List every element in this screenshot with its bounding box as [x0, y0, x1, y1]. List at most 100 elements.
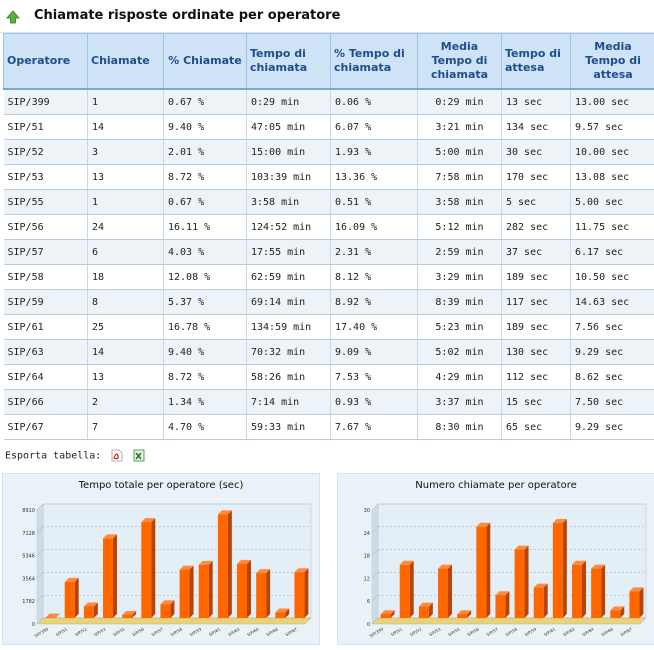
column-header[interactable]: Tempo di chiamata	[246, 33, 331, 90]
bar-side	[505, 591, 510, 618]
table-cell: 13	[87, 364, 164, 390]
x-tick-label: SIP/55	[112, 626, 126, 637]
table-cell: 9.09 %	[330, 339, 418, 365]
x-tick-label: SIP/64	[581, 626, 595, 637]
section-title: Chiamate risposte ordinate per operatore	[34, 8, 341, 23]
bar-side	[246, 559, 251, 618]
table-cell: 7	[87, 414, 164, 440]
table-cell: 130 sec	[501, 339, 571, 365]
table-cell: 0:29 min	[246, 89, 331, 115]
x-tick-label: SIP/55	[447, 626, 461, 637]
table-cell: 9.57 sec	[570, 114, 654, 140]
table-cell: SIP/63	[3, 339, 88, 365]
table-cell: SIP/56	[3, 214, 88, 240]
table-cell: 2.01 %	[163, 139, 247, 165]
table-cell: 13.00 sec	[570, 89, 654, 115]
bar-top	[418, 602, 433, 607]
table-cell: 17.40 %	[330, 314, 418, 340]
table-cell: 124:52 min	[246, 214, 331, 240]
y-tick-label: 0	[367, 622, 370, 628]
table-cell: 13	[87, 164, 164, 190]
x-tick-label: SIP/63	[562, 626, 576, 637]
column-header[interactable]: Operatore	[3, 33, 88, 90]
table-cell: 6.17 sec	[570, 239, 654, 265]
table-cell: 5 sec	[501, 189, 571, 215]
bar-side	[447, 564, 452, 618]
table-cell: SIP/53	[3, 164, 88, 190]
bar-top	[457, 610, 472, 615]
column-header[interactable]: % Chiamate	[163, 33, 247, 90]
table-cell: SIP/61	[3, 314, 88, 340]
plot-area	[377, 503, 647, 619]
table-cell: 13.08 sec	[570, 164, 654, 190]
chart-calls-count: Numero chiamate per operatore 0 6 12 18 24 30…	[337, 473, 654, 645]
table-cell: 9.29 sec	[570, 339, 654, 365]
bar	[83, 606, 94, 618]
bar-side	[227, 510, 232, 618]
plot-floor	[371, 617, 647, 625]
table-cell: 7:14 min	[246, 389, 331, 415]
column-header[interactable]: Chiamate	[87, 33, 164, 90]
table-cell: 189 sec	[501, 314, 571, 340]
y-tick-label: 5346	[22, 554, 35, 560]
column-header[interactable]: Media Tempo di attesa	[570, 33, 654, 90]
grid-line-side	[371, 617, 379, 625]
table-row: SIP/55 1 0.67 % 3:58 min 0.51 % 3:58 min 5 sec…	[3, 189, 654, 215]
bar-side	[639, 587, 644, 618]
table-cell: 5:12 min	[417, 214, 502, 240]
table-cell: 3:29 min	[417, 264, 502, 290]
chart-calls-count-svg: 0 6 12 18 24 30 SIP/399 SIP/51 SIP/52 SIP/53 SIP/5…	[364, 503, 647, 638]
x-tick-label: SIP/59	[189, 626, 203, 637]
bar	[160, 604, 171, 618]
grid-line-side	[36, 526, 44, 533]
table-cell: 134 sec	[501, 114, 571, 140]
table-cell: 65 sec	[501, 414, 571, 440]
bar-side	[524, 545, 529, 618]
bar	[514, 549, 525, 618]
table-cell: 7.50 sec	[570, 389, 654, 415]
column-header[interactable]: % Tempo di chiamata	[330, 33, 418, 90]
bar-top	[572, 560, 586, 565]
table-cell: 8.72 %	[163, 364, 247, 390]
x-tick-label: SIP/53	[428, 626, 442, 637]
x-tick-label: SIP/67	[620, 626, 634, 637]
column-header[interactable]: Media Tempo di chiamata	[417, 33, 502, 90]
x-tick-label: SIP/67	[285, 626, 299, 637]
bar-top	[294, 568, 309, 573]
table-cell: 8.12 %	[330, 264, 418, 290]
bar-side	[428, 602, 433, 618]
bar-top	[591, 564, 606, 569]
bar	[103, 538, 113, 618]
table-row: SIP/66 2 1.34 % 7:14 min 0.93 % 3:37 min 15 se…	[3, 389, 654, 415]
bar-top	[45, 613, 60, 618]
table-header-row: Operatore Chiamate % Chiamate Tempo di c…	[3, 33, 654, 90]
table-cell: 15 sec	[501, 389, 571, 415]
table-cell: 5.37 %	[163, 289, 247, 315]
plot-side-wall	[36, 503, 44, 625]
y-tick-label: 7128	[22, 531, 35, 537]
pdf-icon[interactable]	[111, 449, 123, 462]
bar-top	[64, 577, 79, 582]
x-tick-label: SIP/57	[151, 626, 165, 637]
excel-icon[interactable]	[133, 449, 145, 462]
table-cell: 4.70 %	[163, 414, 247, 440]
table-row: SIP/59 8 5.37 % 69:14 min 8.92 % 8:39 min 117 …	[3, 289, 654, 315]
table-cell: 1	[87, 189, 164, 215]
table-row: SIP/67 7 4.70 % 59:33 min 7.67 % 8:30 min 65 s…	[3, 414, 654, 440]
table-cell: 1.34 %	[163, 389, 247, 415]
bar	[610, 610, 621, 618]
grid-line-side	[36, 617, 44, 625]
y-tick-label: 30	[364, 508, 370, 514]
table-cell: 2	[87, 389, 164, 415]
column-header[interactable]: Tempo di attesa	[501, 33, 571, 90]
bar	[591, 568, 602, 618]
bar-top	[399, 560, 414, 565]
table-cell: 189 sec	[501, 264, 571, 290]
bar-top	[476, 522, 491, 527]
table-cell: 16.09 %	[330, 214, 418, 240]
table-cell: 14	[87, 114, 164, 140]
x-tick-label: SIP/52	[409, 626, 423, 637]
table-row: SIP/53 13 8.72 % 103:39 min 13.36 % 7:58 min 1…	[3, 164, 654, 190]
chart-title: Tempo totale per operatore (sec)	[78, 480, 244, 491]
section-header: Chiamate risposte ordinate per operatore	[0, 0, 654, 33]
